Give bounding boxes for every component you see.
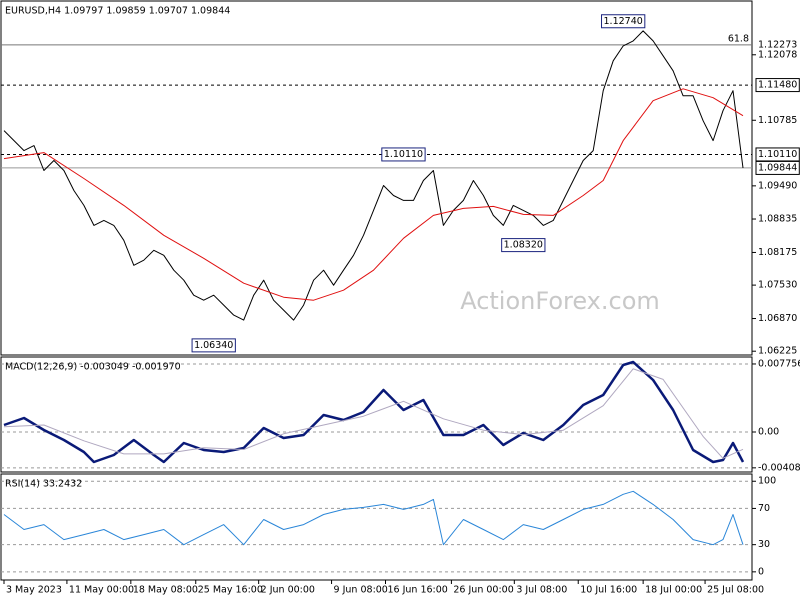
x-tick-label: 2 Jun 00:00 — [261, 585, 315, 596]
y-tick-label: 70 — [758, 503, 770, 514]
y-tick-label: 1.08835 — [758, 214, 797, 225]
y-tick-label: 1.09490 — [758, 180, 797, 191]
price-label: 1.06340 — [194, 340, 233, 351]
series-line — [3, 88, 744, 301]
panel-title: EURUSD,H4 1.09797 1.09859 1.09707 1.0984… — [5, 6, 230, 17]
x-tick-label: 25 May 16:00 — [198, 585, 263, 596]
watermark: ActionForex.com — [460, 287, 660, 315]
panel-border — [0, 473, 753, 581]
y-tick-label: 1.08175 — [758, 247, 797, 258]
price-label: 1.08320 — [504, 240, 543, 251]
y-tick-label: 0.007756 — [758, 358, 800, 369]
y-tick-label: 0.00 — [758, 427, 779, 438]
x-tick-label: 16 Jun 16:00 — [387, 585, 447, 596]
price-label: 1.11480 — [758, 80, 797, 91]
fib-price-label: 1.12273 — [758, 39, 797, 50]
y-tick-label: 1.10785 — [758, 115, 797, 126]
series-line — [3, 30, 744, 321]
price-label-box — [601, 14, 646, 29]
y-tick-label: 0 — [758, 566, 764, 577]
series-line — [3, 368, 744, 459]
y-tick-label: 1.07530 — [758, 280, 797, 291]
price-label-box — [501, 238, 546, 253]
price-label-box — [191, 338, 236, 353]
x-tick-label: 18 May 08:00 — [133, 585, 198, 596]
x-tick-label: 10 Jul 16:00 — [580, 585, 637, 596]
x-tick-label: 3 Jul 08:00 — [516, 585, 567, 596]
panel-border — [0, 356, 753, 473]
panel-title: RSI(14) 33.2432 — [5, 479, 82, 490]
price-label-box — [755, 78, 800, 93]
y-tick-label: 1.12078 — [758, 49, 797, 60]
price-label: 1.12740 — [604, 16, 643, 27]
x-tick-label: 25 Jul 08:00 — [707, 585, 764, 596]
y-tick-label: 100 — [758, 476, 776, 487]
y-tick-label: 1.06225 — [758, 346, 797, 357]
series-line — [3, 490, 744, 546]
series-line — [3, 360, 745, 464]
price-label-box — [381, 147, 426, 162]
y-tick-label: -0.004086 — [758, 462, 800, 473]
fib-level: 61.8 — [728, 33, 749, 44]
x-tick-label: 18 Jul 00:00 — [645, 585, 702, 596]
x-tick-label: 26 Jun 00:00 — [453, 585, 513, 596]
price-label: 1.09844 — [758, 162, 797, 173]
price-label: 1.10110 — [384, 149, 423, 160]
price-label-box — [755, 160, 800, 175]
price-label: 1.10110 — [758, 149, 797, 160]
x-tick-label: 9 Jun 08:00 — [334, 585, 388, 596]
y-tick-label: 1.06870 — [758, 313, 797, 324]
panel-title: MACD(12,26,9) -0.003049 -0.001970 — [5, 362, 181, 373]
y-tick-label: 30 — [758, 539, 770, 550]
x-tick-label: 11 May 00:00 — [69, 585, 134, 596]
panel-border — [0, 0, 753, 356]
x-tick-label: 3 May 2023 — [6, 585, 62, 596]
